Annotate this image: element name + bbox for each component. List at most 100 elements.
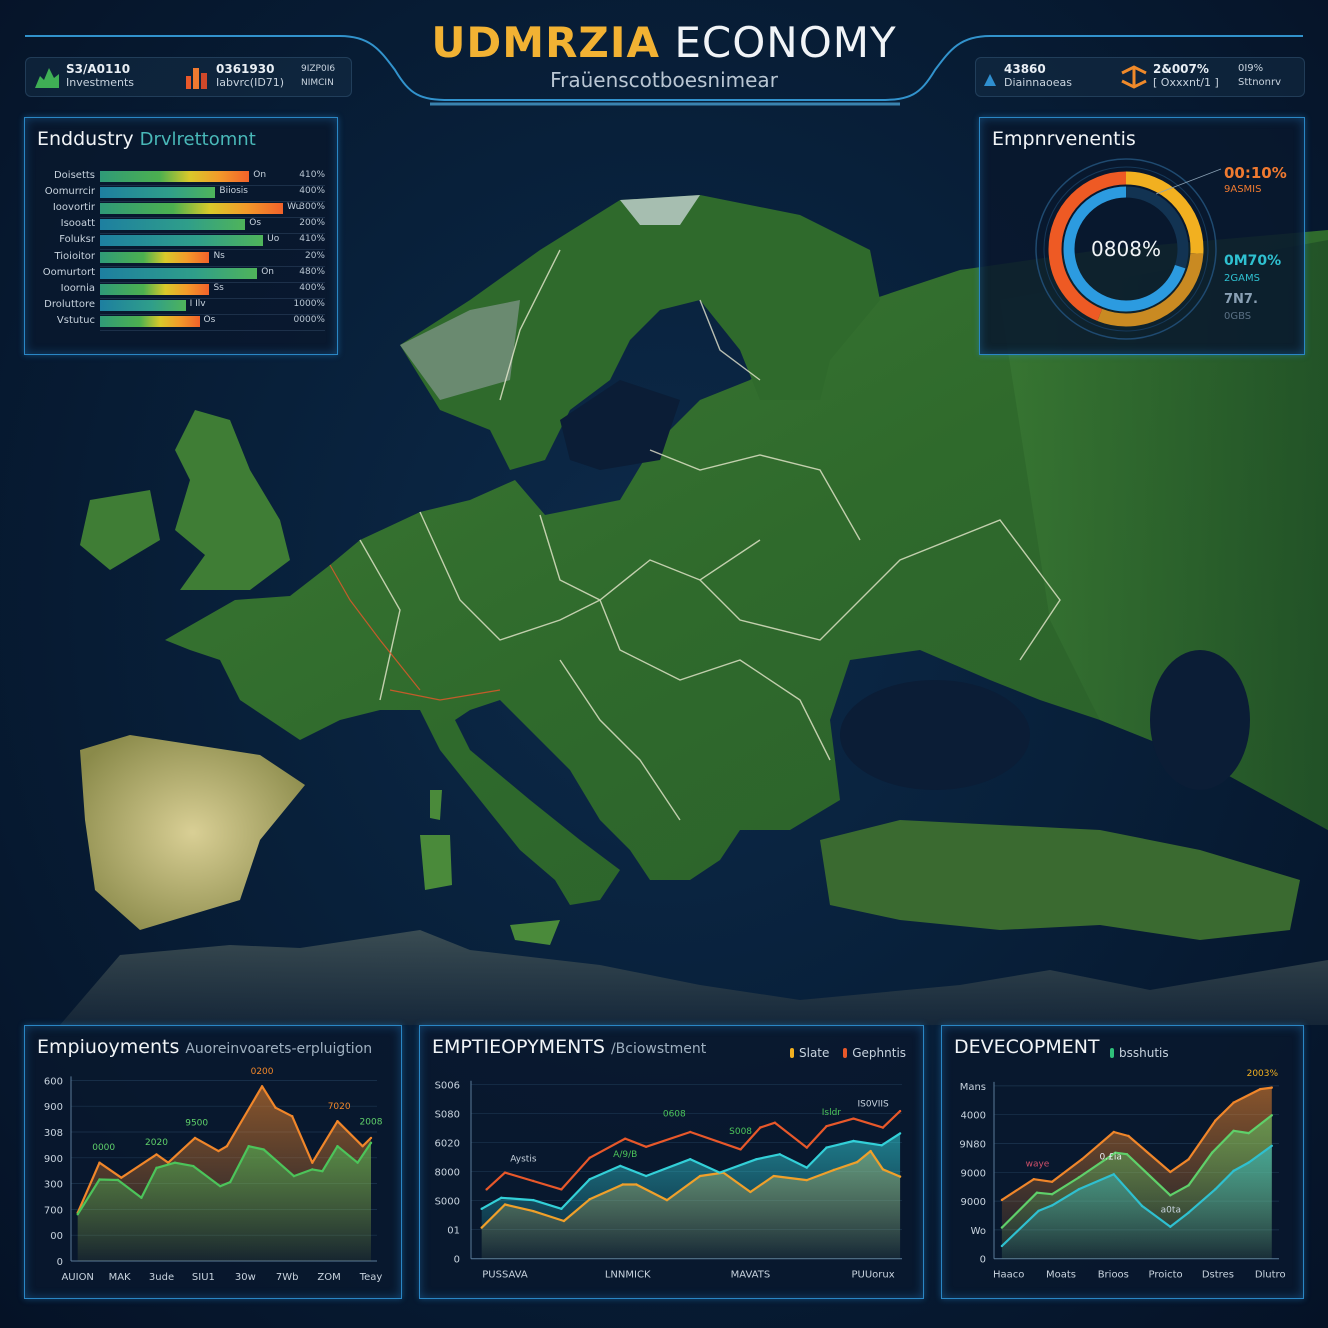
data-point[interactable] — [500, 1196, 503, 1199]
data-point[interactable] — [1270, 1144, 1273, 1148]
legend-item[interactable]: Slate — [790, 1046, 829, 1060]
data-point[interactable] — [173, 1161, 177, 1164]
data-point[interactable] — [755, 1158, 758, 1161]
data-point[interactable] — [1247, 1131, 1250, 1135]
data-point[interactable] — [1232, 1101, 1235, 1104]
data-point[interactable] — [1210, 1151, 1214, 1154]
data-point[interactable] — [1214, 1188, 1217, 1191]
data-point[interactable] — [532, 1198, 535, 1202]
industry-bar-row[interactable]: Droluttore I Ilv 1000% — [25, 299, 339, 315]
data-point[interactable] — [336, 1119, 339, 1123]
data-point[interactable] — [689, 1158, 692, 1161]
data-point[interactable] — [1187, 1184, 1190, 1187]
data-point[interactable] — [369, 1136, 373, 1140]
data-point[interactable] — [621, 1183, 624, 1186]
data-point[interactable] — [1127, 1134, 1130, 1138]
data-point[interactable] — [772, 1174, 775, 1178]
data-point[interactable] — [1169, 1225, 1172, 1228]
data-point[interactable] — [503, 1171, 507, 1174]
series-line[interactable] — [485, 1110, 901, 1191]
data-point[interactable] — [361, 1144, 364, 1148]
data-point[interactable] — [689, 1130, 692, 1134]
data-point[interactable] — [644, 1145, 648, 1148]
data-point[interactable] — [805, 1146, 809, 1149]
data-point[interactable] — [98, 1178, 101, 1181]
data-point[interactable] — [1232, 1129, 1235, 1133]
data-point[interactable] — [369, 1141, 373, 1145]
data-point[interactable] — [698, 1174, 702, 1178]
data-point[interactable] — [274, 1106, 277, 1109]
industry-bar-row[interactable]: Tioioitor Ns 20% — [25, 251, 339, 267]
data-point[interactable] — [321, 1170, 324, 1173]
data-point[interactable] — [1050, 1204, 1054, 1207]
data-point[interactable] — [869, 1149, 872, 1153]
data-point[interactable] — [1125, 1152, 1129, 1156]
data-point[interactable] — [805, 1166, 809, 1169]
data-point[interactable] — [1077, 1188, 1080, 1191]
data-point[interactable] — [480, 1226, 483, 1229]
data-point[interactable] — [1000, 1226, 1004, 1229]
series-line[interactable] — [1001, 1114, 1273, 1229]
data-point[interactable] — [739, 1148, 742, 1151]
industry-bar-row[interactable]: Ioovortir Wu 300% — [25, 202, 339, 219]
data-point[interactable] — [773, 1121, 777, 1124]
series-line[interactable] — [480, 1149, 901, 1229]
data-point[interactable] — [1169, 1170, 1172, 1174]
data-point[interactable] — [588, 1198, 591, 1201]
data-point[interactable] — [193, 1136, 197, 1140]
data-point[interactable] — [1077, 1176, 1080, 1179]
data-point[interactable] — [778, 1153, 782, 1156]
data-point[interactable] — [805, 1178, 809, 1182]
data-point[interactable] — [852, 1117, 855, 1120]
data-point[interactable] — [1232, 1169, 1235, 1173]
legend-item[interactable]: Gephntis — [843, 1046, 906, 1060]
data-point[interactable] — [1259, 1087, 1262, 1091]
data-point[interactable] — [155, 1166, 158, 1170]
legend-item[interactable]: bsshutis — [1110, 1046, 1169, 1060]
industry-bar-row[interactable]: Doisetts On 410% — [25, 170, 339, 186]
data-point[interactable] — [562, 1219, 566, 1223]
data-point[interactable] — [218, 1184, 222, 1188]
data-point[interactable] — [155, 1153, 158, 1156]
data-point[interactable] — [624, 1137, 627, 1140]
data-point[interactable] — [825, 1124, 828, 1128]
series-line[interactable] — [1001, 1086, 1272, 1201]
data-point[interactable] — [1214, 1119, 1217, 1122]
data-point[interactable] — [1112, 1130, 1116, 1134]
data-point[interactable] — [880, 1144, 883, 1147]
data-point[interactable] — [1037, 1209, 1040, 1213]
data-point[interactable] — [192, 1164, 195, 1168]
industry-bar-row[interactable]: Ioornia Ss 400% — [25, 283, 339, 299]
data-point[interactable] — [718, 1171, 721, 1174]
data-point[interactable] — [1080, 1158, 1084, 1161]
data-point[interactable] — [532, 1209, 535, 1213]
data-point[interactable] — [1035, 1191, 1039, 1194]
data-point[interactable] — [1000, 1244, 1004, 1248]
data-point[interactable] — [560, 1188, 563, 1191]
data-point[interactable] — [898, 1109, 902, 1113]
data-point[interactable] — [120, 1176, 123, 1179]
industry-bar-row[interactable]: Oomurtort On 480% — [25, 267, 339, 283]
data-point[interactable] — [619, 1164, 622, 1168]
industry-bar-row[interactable]: Oomurrcir Biiosis 400% — [25, 186, 339, 203]
data-point[interactable] — [1032, 1178, 1036, 1181]
industry-bar-row[interactable]: Vstutuc Os 0000% — [25, 315, 339, 331]
data-point[interactable] — [1187, 1211, 1190, 1214]
data-point[interactable] — [759, 1126, 762, 1129]
data-point[interactable] — [855, 1160, 859, 1164]
data-point[interactable] — [1050, 1180, 1054, 1184]
data-point[interactable] — [229, 1180, 232, 1184]
data-point[interactable] — [336, 1144, 339, 1148]
data-point[interactable] — [311, 1168, 314, 1171]
data-point[interactable] — [1112, 1173, 1116, 1176]
data-point[interactable] — [825, 1146, 828, 1149]
industry-bar-row[interactable]: Isooatt Os 200% — [25, 218, 339, 235]
data-point[interactable] — [1187, 1158, 1190, 1161]
data-point[interactable] — [588, 1156, 591, 1159]
data-point[interactable] — [225, 1144, 229, 1148]
data-point[interactable] — [247, 1144, 250, 1148]
data-point[interactable] — [532, 1179, 535, 1183]
series-line[interactable] — [1001, 1144, 1273, 1247]
data-point[interactable] — [1169, 1194, 1172, 1197]
data-point[interactable] — [1270, 1114, 1273, 1117]
